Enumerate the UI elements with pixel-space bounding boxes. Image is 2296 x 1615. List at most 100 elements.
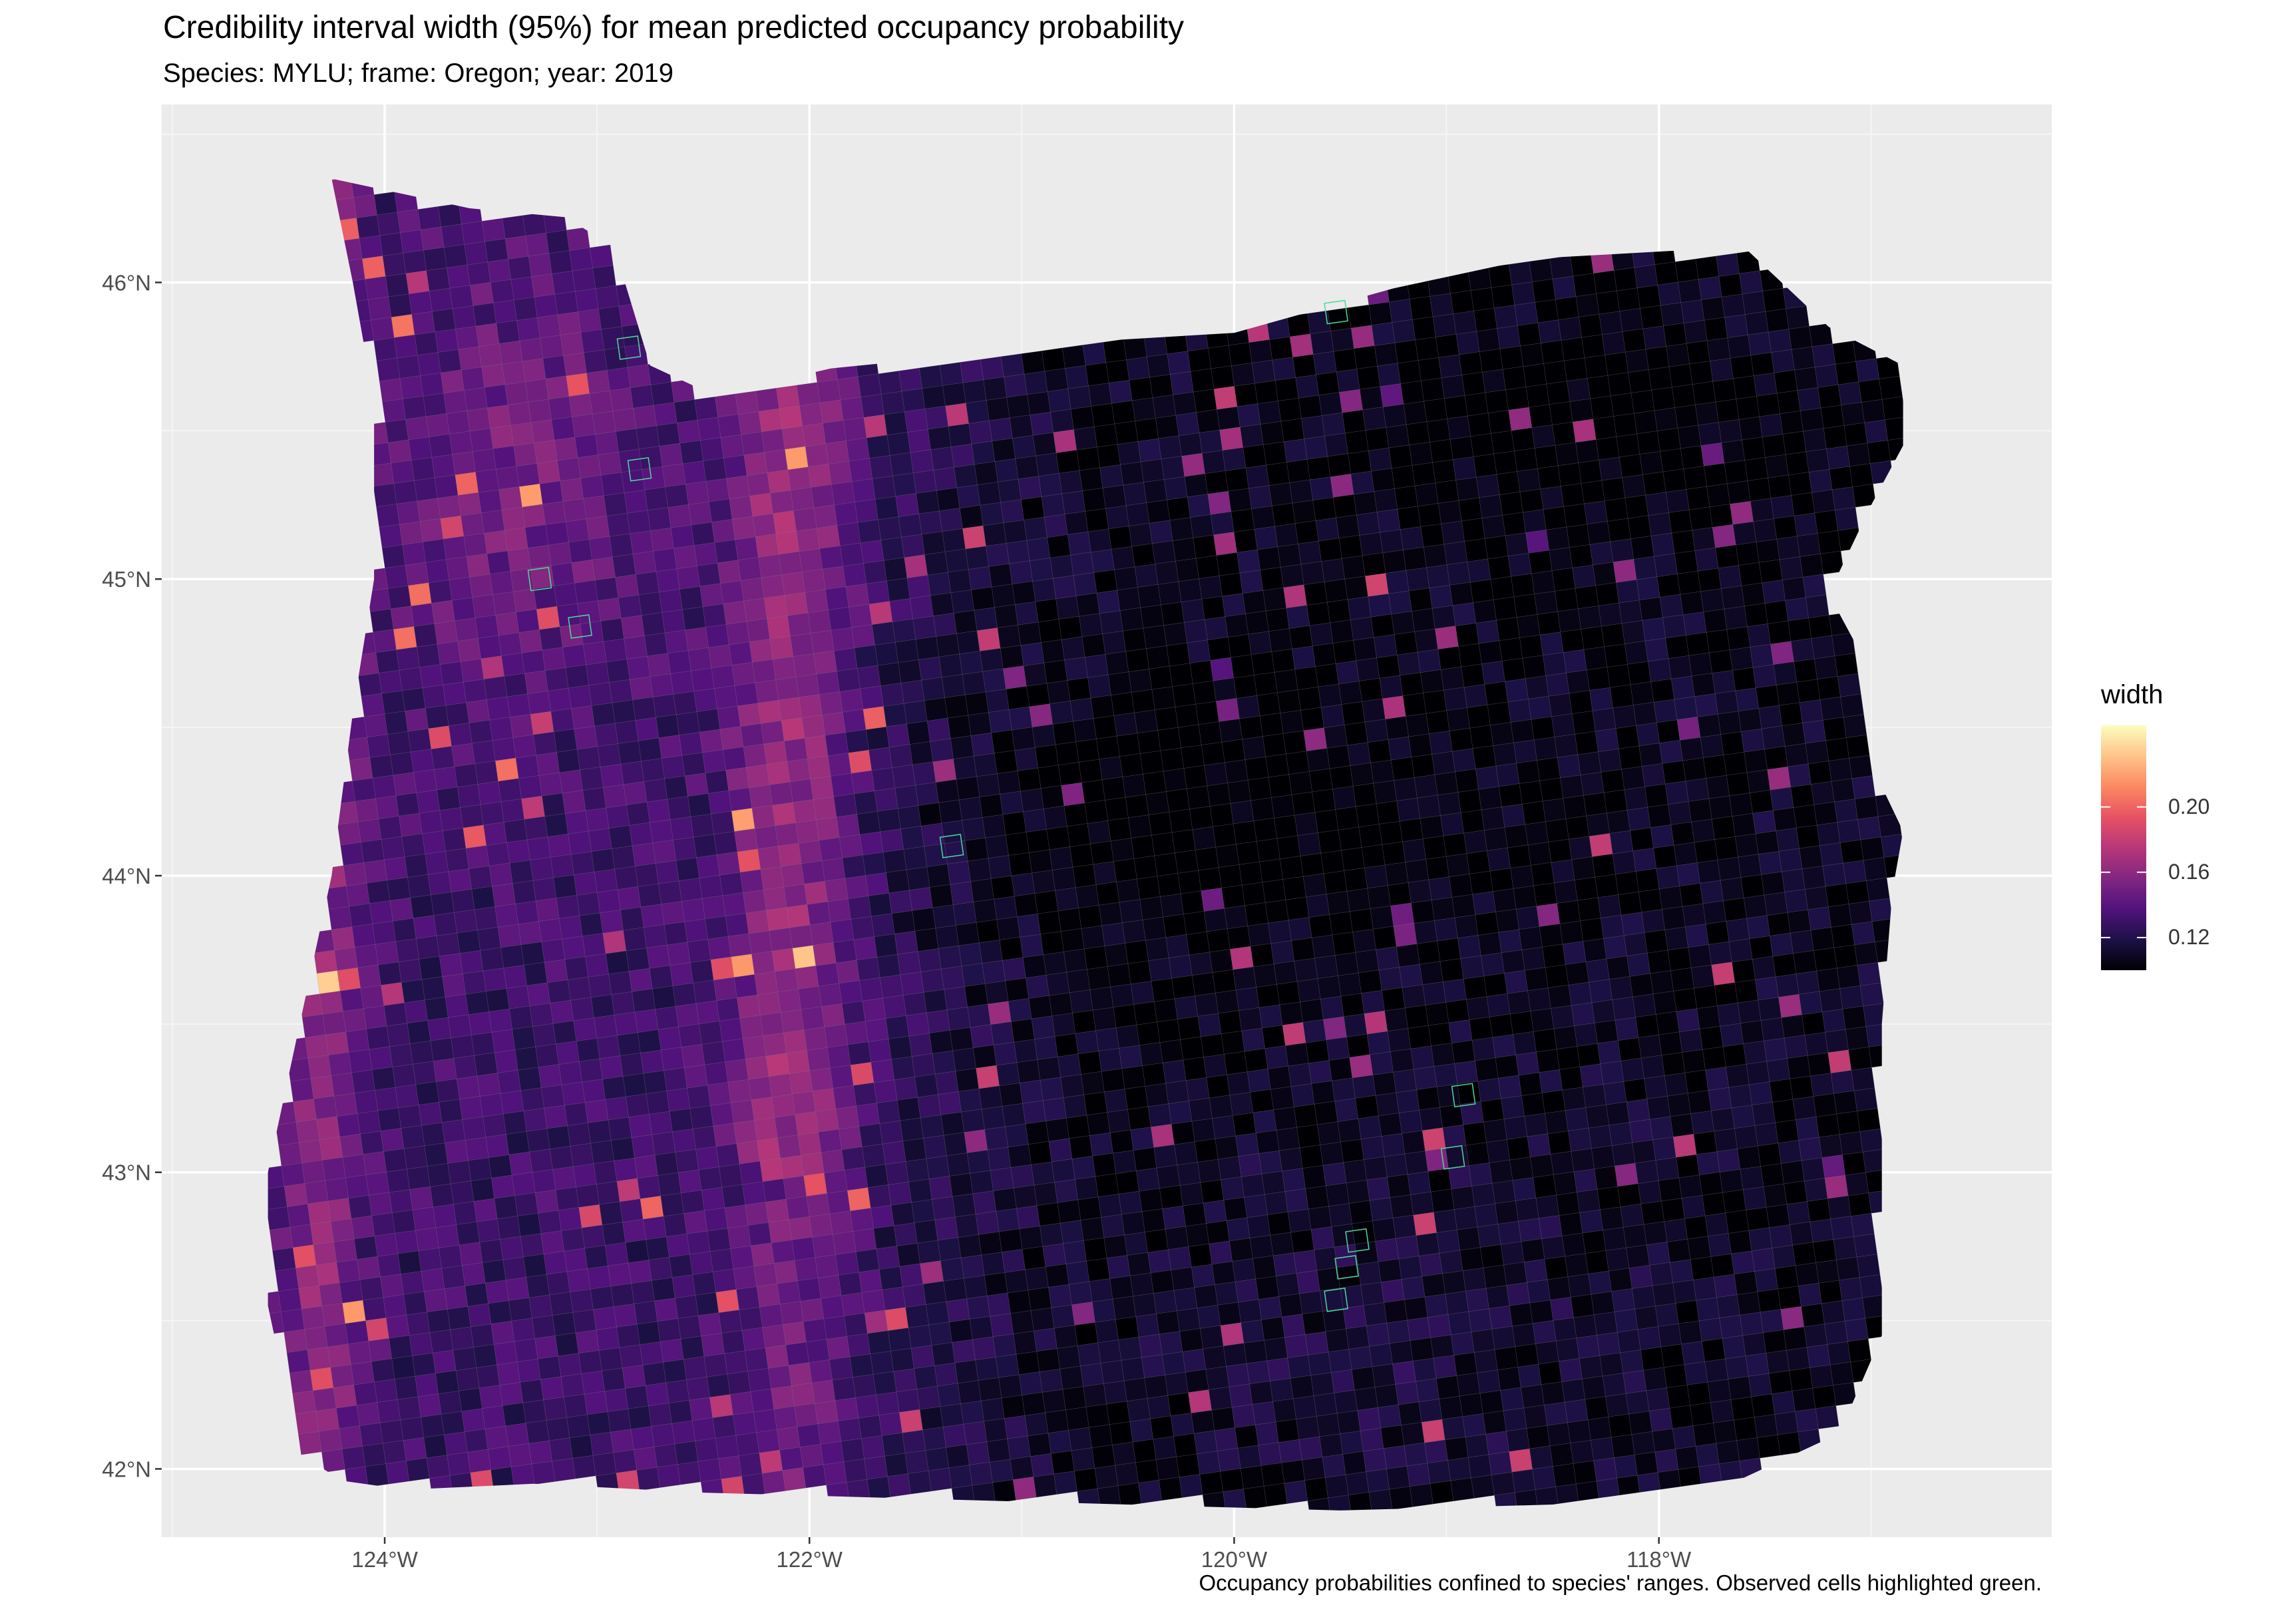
map-cell <box>1155 415 1179 439</box>
map-cell <box>402 395 427 420</box>
map-cell <box>1213 532 1237 556</box>
map-cell <box>522 504 546 528</box>
map-cell <box>1734 979 1759 1003</box>
map-cell <box>1692 1423 1717 1447</box>
map-cell <box>1254 526 1278 550</box>
map-cell <box>1423 689 1447 714</box>
map-cell <box>301 1306 325 1330</box>
map-cell <box>1726 918 1750 942</box>
map-cell <box>1487 701 1511 726</box>
map-cell <box>928 1176 953 1200</box>
map-cell <box>1565 1253 1589 1277</box>
map-cell <box>1072 1009 1096 1034</box>
map-cell <box>1421 1419 1445 1443</box>
map-cell <box>1658 1031 1682 1056</box>
map-cell <box>907 429 931 453</box>
map-cell <box>637 1029 662 1053</box>
map-cell <box>658 1172 681 1196</box>
map-cell <box>1066 969 1091 993</box>
map-cell <box>767 469 791 494</box>
map-cell <box>1356 365 1381 390</box>
map-cell <box>1664 926 1688 951</box>
map-cell <box>1596 290 1620 315</box>
map-cell <box>918 803 942 826</box>
map-cell <box>1422 836 1447 860</box>
map-cell <box>1822 717 1847 741</box>
y-tick-label: 42°N <box>102 1457 151 1481</box>
map-cell <box>921 531 946 555</box>
observed-cell <box>939 834 964 858</box>
map-cell <box>1521 1384 1545 1409</box>
map-cell <box>758 554 782 578</box>
map-cell <box>606 512 630 537</box>
map-cell <box>832 1377 856 1401</box>
map-cell <box>1469 1017 1493 1041</box>
map-cell <box>490 279 514 303</box>
map-cell <box>802 568 826 593</box>
map-cell <box>596 1035 621 1059</box>
map-cell <box>1217 1156 1242 1180</box>
map-cell <box>1221 1176 1244 1200</box>
map-cell <box>1140 458 1165 483</box>
map-cell <box>495 612 520 636</box>
map-cell <box>1776 536 1800 560</box>
map-cell <box>547 834 572 858</box>
map-cell <box>1169 663 1193 687</box>
x-tick-label: 120°W <box>1201 1547 1268 1572</box>
map-cell <box>1240 1465 1264 1489</box>
map-cell <box>1847 1192 1872 1216</box>
map-cell <box>1879 375 1903 400</box>
map-cell <box>568 393 593 417</box>
map-cell <box>566 1414 590 1439</box>
map-cell <box>762 1324 786 1348</box>
map-cell <box>416 789 441 814</box>
map-cell <box>1043 1097 1067 1121</box>
map-cell <box>1702 1046 1726 1071</box>
map-cell <box>1412 316 1436 341</box>
map-cell <box>374 1233 399 1257</box>
map-cell <box>934 1362 958 1387</box>
map-cell <box>1802 719 1826 744</box>
map-cell <box>861 1435 885 1459</box>
map-cell <box>336 1405 360 1429</box>
map-cell <box>1515 1051 1539 1076</box>
map-cell <box>605 950 630 975</box>
map-cell <box>1148 958 1172 982</box>
map-cell <box>1022 1246 1046 1270</box>
map-cell <box>284 1329 307 1353</box>
map-cell <box>439 1244 463 1269</box>
map-cell <box>515 755 540 779</box>
map-cell <box>1565 815 1590 840</box>
map-cell <box>1692 381 1716 405</box>
map-cell <box>1835 507 1859 531</box>
map-cell <box>624 635 648 659</box>
map-cell <box>1386 1465 1410 1490</box>
map-cell <box>351 1361 375 1385</box>
map-cell <box>1487 847 1511 872</box>
map-cell <box>310 1075 335 1099</box>
map-cell <box>818 1129 842 1153</box>
map-cell <box>1695 256 1720 280</box>
map-cell <box>362 256 386 279</box>
map-cell <box>749 785 773 808</box>
map-cell <box>1757 1288 1782 1313</box>
map-cell <box>643 1070 668 1094</box>
map-cell <box>1506 1428 1530 1452</box>
map-cell <box>659 589 683 613</box>
map-cell <box>978 1085 1003 1110</box>
map-cell <box>1429 585 1453 609</box>
map-cell <box>1389 1340 1414 1364</box>
map-cell <box>1688 798 1712 822</box>
map-cell <box>592 265 616 289</box>
map-cell <box>1672 1425 1696 1449</box>
map-cell <box>1393 1069 1417 1093</box>
map-cell <box>741 431 765 456</box>
map-cell <box>1598 602 1623 627</box>
map-cell <box>705 770 729 794</box>
map-cell <box>811 1379 836 1404</box>
map-cell <box>1650 970 1674 994</box>
map-cell <box>1811 635 1835 659</box>
map-cell <box>1856 1254 1881 1278</box>
map-cell <box>589 390 614 415</box>
map-cell <box>1857 816 1881 840</box>
